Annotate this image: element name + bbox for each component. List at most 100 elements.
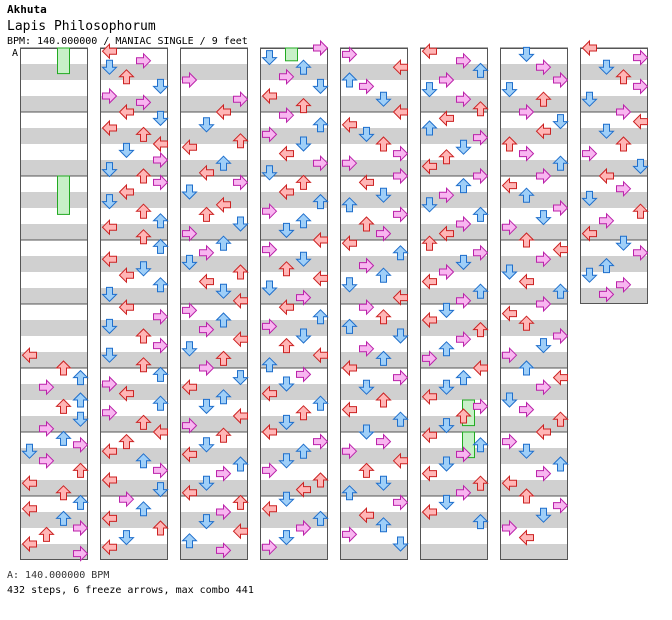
step-arrow — [552, 369, 568, 386]
step-arrow — [262, 318, 278, 335]
beat-band — [100, 528, 168, 544]
beat-band — [420, 544, 488, 560]
step-arrow — [312, 117, 329, 133]
step-arrow — [341, 72, 358, 88]
beat-band — [420, 480, 488, 496]
step-arrow — [295, 443, 312, 459]
step-arrow — [118, 385, 134, 402]
step-arrow — [313, 154, 329, 172]
step-arrow — [393, 494, 409, 511]
step-arrow — [135, 261, 152, 277]
beat-band — [100, 352, 168, 368]
step-arrow — [101, 194, 118, 210]
step-arrow — [421, 503, 437, 521]
step-arrow — [296, 366, 312, 383]
step-arrow — [181, 378, 197, 396]
beat-band — [580, 272, 648, 288]
step-arrow — [536, 295, 552, 313]
step-arrow — [135, 203, 152, 219]
step-arrow — [295, 136, 312, 152]
step-arrow — [438, 225, 454, 242]
beat-band — [180, 176, 248, 192]
beat-band — [500, 192, 568, 208]
step-arrow — [261, 500, 277, 518]
beat-band — [260, 336, 328, 352]
step-arrow — [313, 433, 329, 450]
beat-band — [500, 64, 568, 80]
step-arrow — [215, 196, 231, 214]
step-arrow — [456, 484, 472, 502]
step-arrow — [341, 401, 357, 418]
step-arrow — [312, 510, 329, 526]
step-arrow — [421, 197, 438, 213]
beat-band — [20, 400, 88, 416]
beat-band — [420, 80, 488, 96]
step-arrow — [375, 187, 392, 203]
step-arrow — [518, 187, 535, 203]
step-arrow — [552, 283, 569, 299]
step-arrow — [215, 427, 232, 443]
step-arrow — [341, 277, 358, 293]
beat-band — [260, 176, 328, 192]
step-arrow — [422, 350, 438, 367]
beat-band — [500, 400, 568, 416]
step-arrow — [198, 117, 215, 133]
step-arrow — [439, 71, 455, 89]
step-arrow — [598, 59, 615, 75]
step-arrow — [278, 376, 295, 392]
step-arrow — [312, 309, 329, 325]
beat-band — [180, 64, 248, 80]
beat-band — [20, 256, 88, 272]
step-arrow — [21, 346, 37, 364]
step-arrow — [342, 526, 358, 543]
beat-band — [580, 144, 648, 160]
beat-band — [500, 384, 568, 400]
step-arrow — [393, 145, 409, 162]
beat-band — [340, 192, 408, 208]
beat-band — [180, 528, 248, 544]
step-arrow — [359, 257, 375, 274]
step-arrow — [232, 456, 249, 472]
step-arrow — [232, 407, 248, 425]
step-arrow — [278, 222, 295, 239]
step-arrow — [55, 360, 72, 376]
beat-band — [340, 48, 408, 64]
step-arrow — [455, 408, 472, 424]
step-arrow — [535, 507, 552, 523]
step-arrow — [278, 491, 295, 507]
step-arrow — [262, 538, 278, 556]
step-arrow — [615, 69, 632, 85]
beat-band — [260, 160, 328, 176]
beat-band — [420, 128, 488, 144]
step-arrow — [215, 312, 232, 328]
step-arrow — [616, 180, 632, 198]
step-arrow — [118, 69, 135, 85]
beat-band — [340, 96, 408, 112]
step-arrow — [552, 241, 568, 258]
beat-band — [500, 320, 568, 336]
beat-band — [500, 416, 568, 432]
step-arrow — [375, 91, 392, 107]
step-arrow — [342, 46, 358, 63]
step-arrow — [501, 136, 518, 152]
step-arrow — [216, 542, 232, 559]
beat-band — [580, 128, 648, 144]
step-arrow — [215, 103, 231, 121]
step-arrow — [118, 142, 135, 159]
beat-band — [100, 160, 168, 176]
step-arrow — [261, 50, 278, 66]
step-arrow — [72, 494, 89, 510]
step-arrow — [535, 338, 552, 354]
step-arrow — [438, 456, 455, 472]
beat-band — [340, 528, 408, 544]
step-arrow — [438, 418, 455, 434]
step-arrow — [535, 122, 551, 140]
beat-band — [180, 320, 248, 336]
step-arrow — [181, 254, 198, 271]
step-arrow — [181, 184, 198, 200]
chart-column-frame — [420, 48, 488, 560]
step-arrow — [599, 286, 615, 303]
beat-band — [340, 464, 408, 480]
step-arrow — [518, 315, 535, 331]
step-arrow — [198, 514, 215, 530]
